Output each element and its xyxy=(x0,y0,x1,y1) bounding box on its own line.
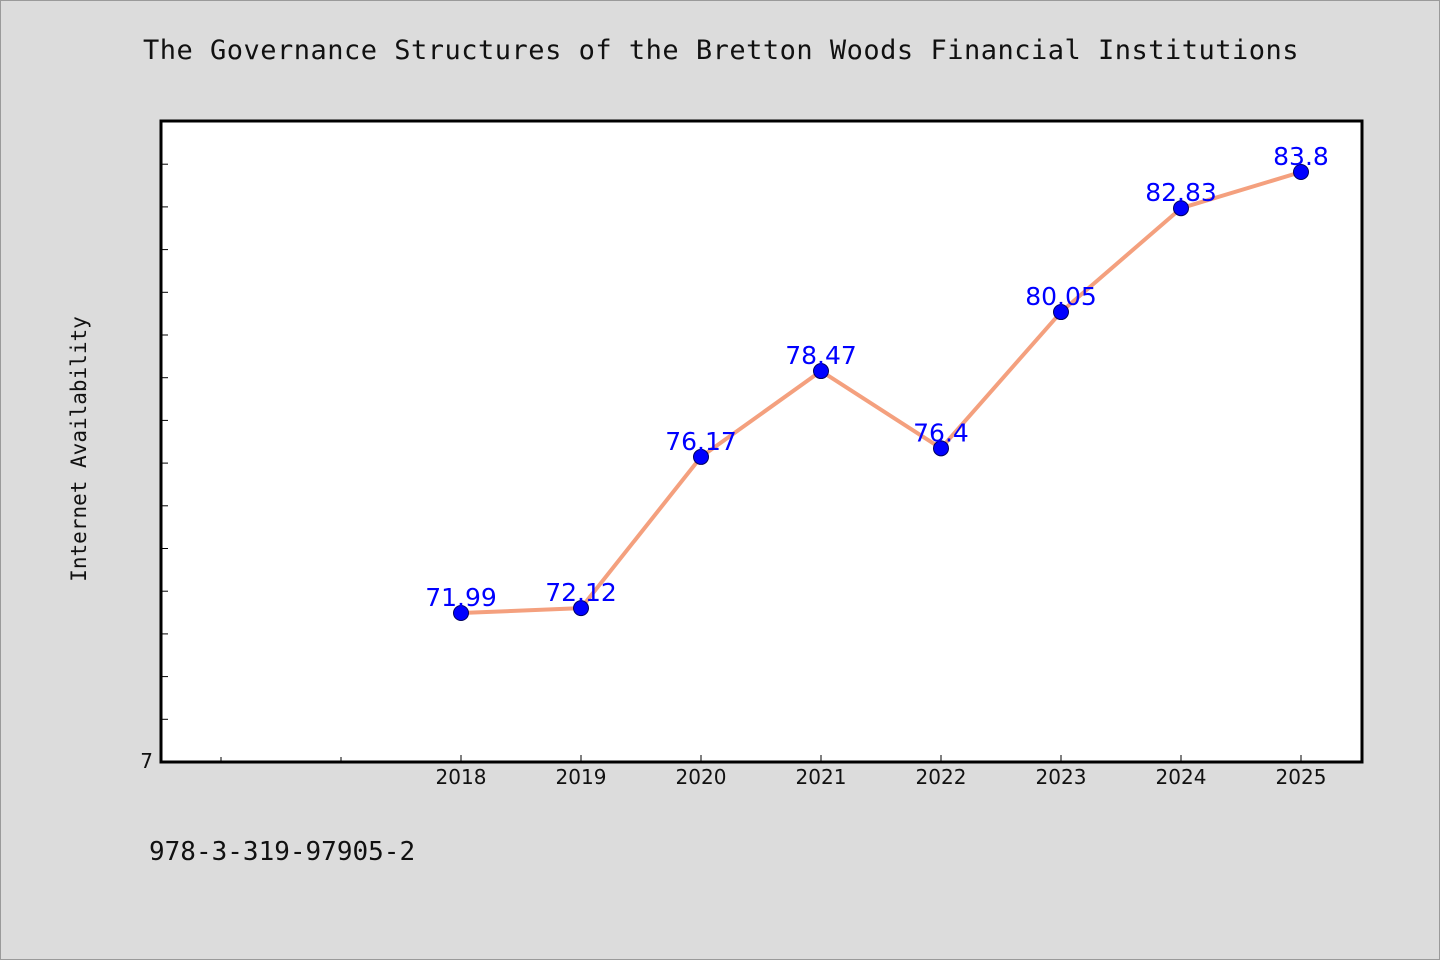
x-tick-label: 2021 xyxy=(796,765,847,789)
series-layer xyxy=(453,164,1309,622)
x-tick-label: 2022 xyxy=(916,765,967,789)
x-tick-label: 2023 xyxy=(1036,765,1087,789)
data-point xyxy=(1053,304,1069,321)
x-tick-label: 2020 xyxy=(676,765,727,789)
data-point xyxy=(1173,200,1189,217)
chart-title: The Governance Structures of the Bretton… xyxy=(142,35,1300,66)
data-label: 83.8 xyxy=(1273,142,1329,171)
data-label-layer: 71.99 72.12 76.17 78.47 76.4 80.05 82.83 83.8 xyxy=(425,142,1329,612)
plot-frame xyxy=(159,119,1364,764)
data-label: 82.83 xyxy=(1145,178,1217,207)
series-line xyxy=(459,170,1303,616)
x-axis-ticks: 2018 2019 2020 2021 2022 2023 2024 2025 xyxy=(220,755,1327,789)
x-tick-label: 2024 xyxy=(1156,765,1207,789)
data-point xyxy=(813,363,829,380)
data-point xyxy=(573,600,589,617)
data-label: 76.17 xyxy=(665,427,737,456)
data-point xyxy=(933,440,949,457)
data-label: 76.4 xyxy=(913,418,969,447)
x-tick-label: 2019 xyxy=(556,765,607,789)
isbn-text: 978-3-319-97905-2 xyxy=(149,837,416,867)
data-point xyxy=(693,448,709,465)
y-axis-ticks: 7 xyxy=(140,163,168,773)
data-label: 80.05 xyxy=(1025,282,1097,311)
data-label: 71.99 xyxy=(425,583,497,612)
data-label: 78.47 xyxy=(785,341,857,370)
data-point xyxy=(1293,164,1309,180)
data-point xyxy=(453,605,469,622)
data-label: 72.12 xyxy=(545,578,617,607)
x-tick-label: 2018 xyxy=(436,765,487,789)
x-tick-label: 2025 xyxy=(1276,765,1327,789)
y-tick-label: 7 xyxy=(140,749,153,773)
